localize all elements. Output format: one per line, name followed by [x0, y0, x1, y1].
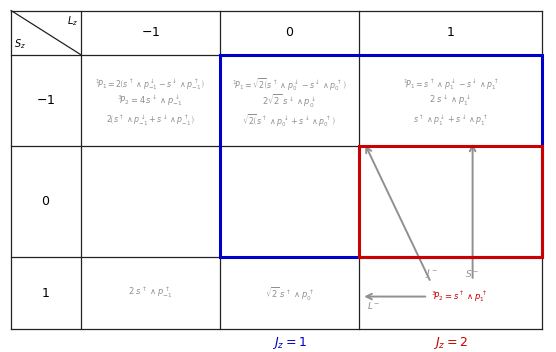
Text: $-1$: $-1$ [36, 94, 56, 107]
Text: $1$: $1$ [446, 26, 455, 39]
Text: $2\sqrt{2}\;s^\downarrow \wedge p^\downarrow_0$: $2\sqrt{2}\;s^\downarrow \wedge p^\downa… [262, 92, 316, 109]
Text: $-1$: $-1$ [141, 26, 160, 39]
Bar [359, 146, 542, 257]
Text: $2\;s^\uparrow \wedge p^\uparrow_{-1}$: $2\;s^\uparrow \wedge p^\uparrow_{-1}$ [128, 286, 172, 300]
Text: $0$: $0$ [285, 26, 294, 39]
Text: $L_z$: $L_z$ [67, 14, 78, 28]
Text: $0$: $0$ [41, 195, 51, 208]
Text: ${}^1\!P_1 = \sqrt{2}\!\left(s^\uparrow \wedge p^\downarrow_0 - s^\downarrow \we: ${}^1\!P_1 = \sqrt{2}\!\left(s^\uparrow … [232, 76, 346, 93]
Text: $1$: $1$ [42, 287, 50, 300]
Text: $S_z$: $S_z$ [14, 37, 26, 51]
Text: $\sqrt{2}\;s^\uparrow \wedge p^\uparrow_0$: $\sqrt{2}\;s^\uparrow \wedge p^\uparrow_… [265, 284, 314, 302]
Text: $J_z = 1$: $J_z = 1$ [272, 335, 306, 351]
Text: $2\!\left(s^\uparrow \wedge p^\downarrow_{-1} + s^\downarrow \wedge p^\uparrow_{: $2\!\left(s^\uparrow \wedge p^\downarrow… [106, 113, 195, 128]
Text: ${}^3\!P_2 = 4\,s^\downarrow \wedge p^\downarrow_{-1}$: ${}^3\!P_2 = 4\,s^\downarrow \wedge p^\d… [117, 93, 183, 108]
Text: $s^\uparrow \wedge p^\downarrow_1 + s^\downarrow \wedge p^\uparrow_1$: $s^\uparrow \wedge p^\downarrow_1 + s^\d… [413, 113, 488, 128]
Text: ${}^1\!P_1 = s^\uparrow \wedge p^\downarrow_1 - s^\downarrow \wedge p^\uparrow_1: ${}^1\!P_1 = s^\uparrow \wedge p^\downar… [403, 77, 498, 92]
Text: $2\;s^\downarrow \wedge p^\downarrow_1$: $2\;s^\downarrow \wedge p^\downarrow_1$ [429, 93, 471, 108]
Text: $J_z = 2$: $J_z = 2$ [433, 335, 468, 351]
Text: $J^-$: $J^-$ [425, 267, 437, 280]
Text: $S^-$: $S^-$ [465, 268, 480, 279]
Text: $L^-$: $L^-$ [367, 300, 380, 311]
Text: $\sqrt{2}\!\left(s^\uparrow \wedge p^\downarrow_0 + s^\downarrow \wedge p^\uparr: $\sqrt{2}\!\left(s^\uparrow \wedge p^\do… [242, 112, 336, 129]
Bar [220, 55, 542, 257]
Text: ${}^3\!P_2 = s^\uparrow \wedge p^\uparrow_1$: ${}^3\!P_2 = s^\uparrow \wedge p^\uparro… [430, 289, 487, 304]
Text: ${}^1\!P_1 = 2\!\left(s^\uparrow \wedge p^\downarrow_{-1} - s^\downarrow \wedge : ${}^1\!P_1 = 2\!\left(s^\uparrow \wedge … [96, 77, 205, 92]
